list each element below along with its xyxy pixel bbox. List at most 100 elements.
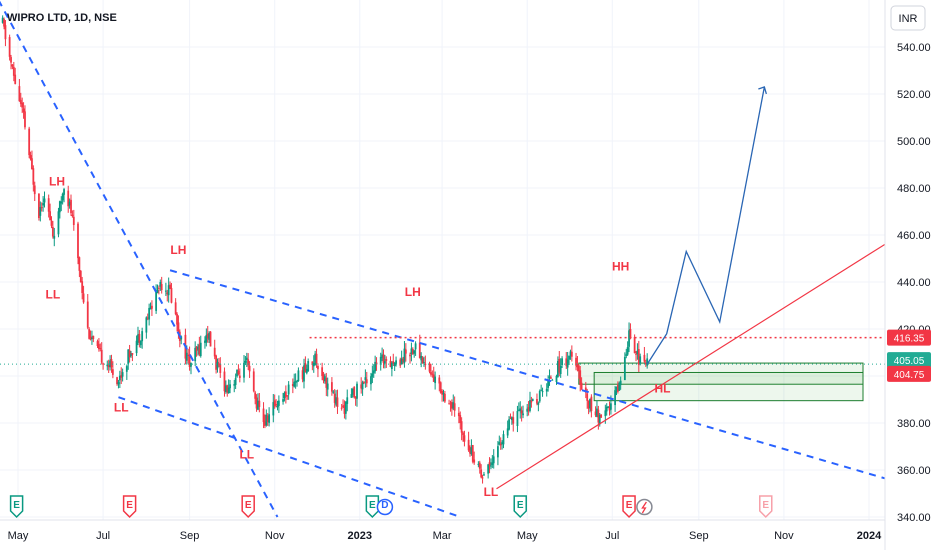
candle: [584, 381, 587, 399]
currency-button[interactable]: INR: [890, 5, 926, 31]
candle-body: [646, 358, 649, 366]
candle-body: [137, 334, 139, 343]
candle: [81, 276, 84, 300]
candle-body: [443, 393, 446, 402]
candle: [536, 393, 538, 406]
candle: [43, 191, 46, 208]
candle-body: [28, 128, 31, 156]
candle: [4, 20, 7, 47]
time-tick-label: Sep: [689, 530, 709, 542]
candle-body: [616, 385, 619, 392]
event-marker[interactable]: D: [376, 498, 394, 516]
candle-body: [305, 368, 308, 374]
candle: [467, 431, 470, 452]
candle: [623, 352, 626, 381]
candle: [21, 97, 24, 114]
candle-body: [483, 474, 485, 476]
candle-body: [303, 365, 305, 382]
candle-body: [626, 347, 629, 355]
candle: [164, 282, 167, 296]
candle-body: [29, 155, 32, 160]
event-marker[interactable]: E: [759, 495, 773, 519]
candle-body: [637, 349, 640, 365]
candle-body: [537, 402, 540, 405]
candle-body: [116, 377, 118, 385]
support-zone: [593, 371, 864, 402]
event-marker[interactable]: E: [365, 495, 380, 519]
candle-body: [330, 382, 333, 392]
candle-body: [102, 363, 104, 365]
event-circle[interactable]: [636, 498, 653, 516]
time-axis[interactable]: May Jul Sep Nov 2023 Mar May Jul Sep Nov 2024: [0, 519, 885, 542]
price-axis[interactable]: 340.00360.00380.00400.00420.00440.00460.…: [884, 0, 931, 550]
candle-body: [629, 329, 632, 337]
candle-body: [79, 270, 82, 283]
candle: [478, 460, 481, 474]
candle-body: [206, 333, 209, 339]
event-shield[interactable]: [122, 495, 137, 519]
event-marker[interactable]: E: [513, 495, 527, 519]
candle: [32, 165, 35, 192]
candle-body: [350, 394, 353, 398]
candle-body: [502, 434, 505, 445]
candle-body: [194, 347, 197, 362]
projection-arrowhead: [758, 86, 767, 95]
event-letter: E: [626, 500, 633, 511]
candle-body: [3, 19, 5, 27]
candle: [639, 353, 642, 366]
candle-body: [460, 421, 463, 433]
event-letter: E: [762, 500, 769, 511]
candle-body: [497, 446, 499, 458]
candle: [127, 349, 130, 370]
event-marker[interactable]: E: [122, 495, 137, 519]
event-shield[interactable]: [9, 495, 24, 519]
event-marker[interactable]: E: [9, 495, 24, 519]
price-badge: 405.05: [887, 352, 931, 369]
candle: [275, 399, 277, 408]
candle-body: [255, 397, 258, 409]
candle: [312, 355, 315, 373]
candle: [88, 327, 91, 340]
event-circle[interactable]: [376, 498, 394, 516]
candle-body: [53, 235, 56, 239]
event-shield[interactable]: [513, 495, 527, 519]
candle: [57, 207, 60, 238]
candle-body: [195, 346, 198, 351]
candle-body: [118, 375, 121, 381]
event-marker[interactable]: [636, 498, 653, 516]
candle: [506, 420, 509, 439]
candle: [324, 373, 326, 384]
candle-body: [264, 421, 266, 426]
candle: [145, 316, 148, 339]
event-shield[interactable]: [622, 495, 636, 519]
event-letter: E: [369, 500, 376, 511]
candle-body: [311, 361, 314, 365]
candle: [449, 400, 452, 412]
candle-body: [529, 399, 531, 411]
candle-body: [498, 442, 501, 445]
candle: [457, 407, 460, 424]
candle-body: [88, 329, 91, 339]
candle: [317, 363, 319, 378]
candle: [91, 330, 93, 345]
candle-body: [478, 462, 481, 469]
event-shield[interactable]: [241, 495, 255, 519]
event-shield[interactable]: [759, 495, 773, 519]
candle: [374, 355, 377, 374]
event-marker[interactable]: E: [241, 495, 255, 519]
candle-body: [540, 389, 543, 391]
candle: [217, 358, 220, 368]
candle: [379, 352, 382, 371]
candle-body: [155, 292, 158, 311]
candle-body: [247, 359, 250, 366]
candle: [556, 356, 559, 378]
candle-body: [205, 334, 208, 343]
trendlines: [0, 0, 885, 518]
event-shield[interactable]: [365, 495, 380, 519]
price-badge-text: 404.75: [894, 370, 925, 381]
candle: [576, 356, 579, 372]
event-marker[interactable]: E: [622, 495, 636, 519]
candle-body: [42, 203, 45, 206]
candle-body: [354, 396, 357, 399]
